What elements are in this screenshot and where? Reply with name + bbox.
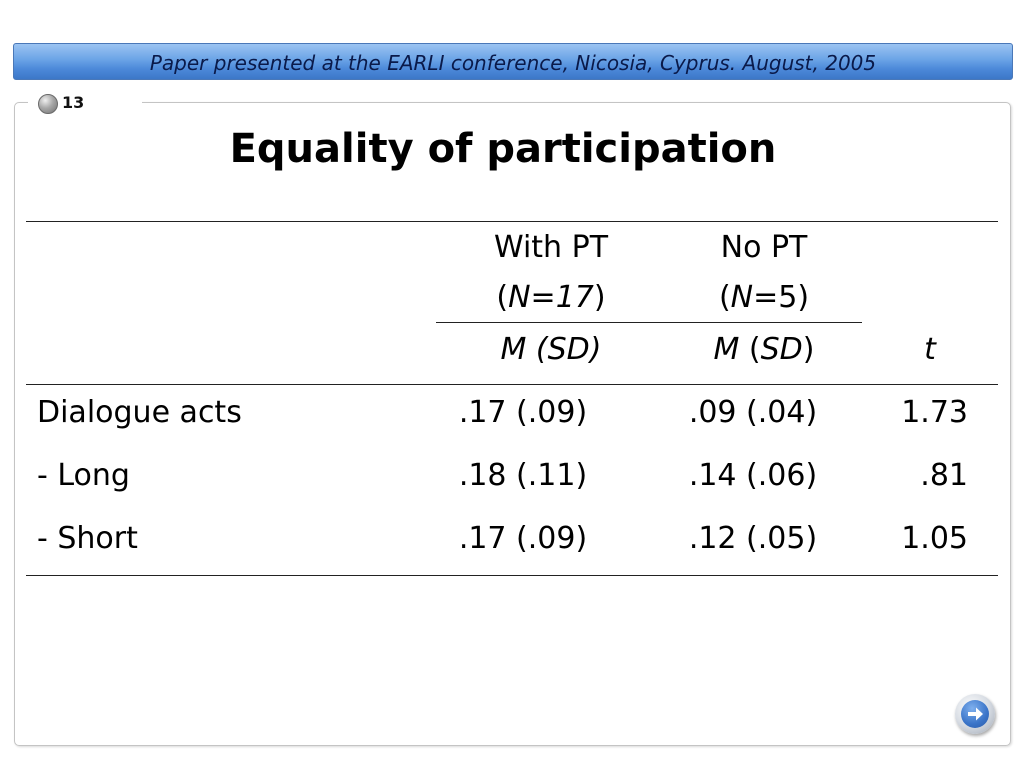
slide-frame bbox=[14, 102, 1011, 746]
cell-with-pt: .17 (.09) bbox=[458, 395, 588, 430]
banner-text: Paper presented at the EARLI conference,… bbox=[149, 51, 877, 75]
header-no-pt: No PT bbox=[720, 230, 808, 265]
table-top-rule bbox=[26, 221, 998, 222]
header-t: t bbox=[924, 332, 936, 367]
arrow-right-icon bbox=[968, 707, 983, 721]
stat-m: M bbox=[713, 332, 740, 367]
slide-bullet-icon bbox=[38, 94, 58, 114]
slide-number: 13 bbox=[62, 93, 85, 112]
row-label: - Short bbox=[37, 521, 138, 556]
stat-with-pt: M (SD) bbox=[451, 332, 651, 368]
table-group-rule bbox=[436, 322, 862, 323]
conference-banner: Paper presented at the EARLI conference,… bbox=[13, 43, 1013, 80]
header-with-pt-n: (N=17) bbox=[451, 280, 651, 316]
n-close-paren: ) bbox=[797, 280, 810, 315]
cell-t: 1.73 bbox=[901, 395, 968, 430]
n-with-pt: N=17 bbox=[508, 280, 594, 315]
stat-m: M bbox=[500, 332, 527, 367]
n-close-paren: ) bbox=[593, 280, 606, 315]
stat-sd-close: ) bbox=[589, 332, 602, 367]
cell-with-pt: .18 (.11) bbox=[458, 458, 588, 493]
table-bottom-rule bbox=[26, 575, 998, 576]
cell-t: 1.05 bbox=[901, 521, 968, 556]
row-label: - Long bbox=[37, 458, 130, 493]
cell-t: .81 bbox=[920, 458, 968, 493]
stat-sd: SD bbox=[547, 332, 590, 367]
header-with-pt: With PT bbox=[493, 230, 609, 265]
n-value: =5 bbox=[753, 280, 798, 315]
row-label: Dialogue acts bbox=[37, 395, 242, 430]
n-open-paren: ( bbox=[718, 280, 731, 315]
table-header-rule bbox=[26, 384, 998, 385]
cell-no-pt: .14 (.06) bbox=[688, 458, 818, 493]
n-italic-label: N bbox=[730, 280, 754, 315]
header-no-pt-n: (N=5) bbox=[664, 280, 864, 316]
slide-title: Equality of participation bbox=[229, 126, 777, 172]
stat-sd-open: ( bbox=[739, 332, 761, 367]
stat-sd-close: ) bbox=[802, 332, 815, 367]
stat-sd: SD bbox=[760, 332, 803, 367]
n-open-paren: ( bbox=[496, 280, 509, 315]
cell-with-pt: .17 (.09) bbox=[458, 521, 588, 556]
cell-no-pt: .09 (.04) bbox=[688, 395, 818, 430]
next-button-core bbox=[961, 700, 989, 728]
cell-no-pt: .12 (.05) bbox=[688, 521, 818, 556]
next-slide-button[interactable] bbox=[955, 694, 995, 734]
stat-no-pt: M (SD) bbox=[664, 332, 864, 368]
stat-sd-open: ( bbox=[526, 332, 548, 367]
